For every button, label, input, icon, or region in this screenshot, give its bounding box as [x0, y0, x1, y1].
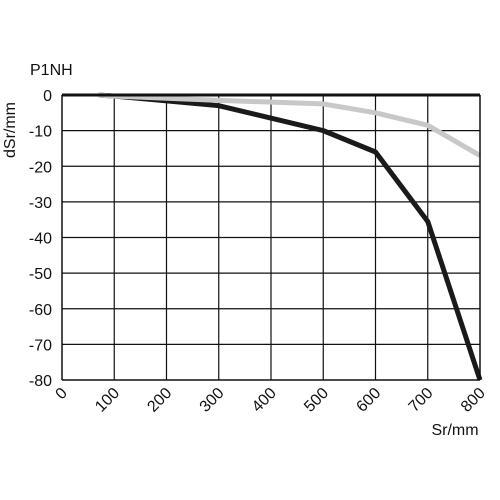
x-tick-label: 700: [406, 385, 437, 416]
y-tick-label: -20: [29, 159, 52, 176]
y-axis-label: dSr/mm: [2, 102, 19, 158]
chart-title: P1NH: [30, 62, 73, 79]
x-tick-label: 400: [249, 385, 280, 416]
y-tick-label: -60: [29, 302, 52, 319]
series-line-2: [98, 92, 482, 158]
x-tick-label: 500: [301, 385, 332, 416]
y-tick-label: -40: [29, 231, 52, 248]
x-tick-label: 200: [144, 385, 175, 416]
y-tick-label: 0: [43, 88, 52, 105]
x-tick-label: 600: [353, 385, 384, 416]
x-axis-label: Sr/mm: [431, 422, 478, 439]
grid: [62, 95, 480, 380]
x-tick-label: 800: [458, 385, 489, 416]
y-tick-label: -10: [29, 124, 52, 141]
x-tick-label: 0: [53, 385, 71, 403]
y-tick-label: -70: [29, 337, 52, 354]
y-tick-label: -50: [29, 266, 52, 283]
frame-layer: [61, 93, 481, 381]
x-tick-label: 300: [197, 385, 228, 416]
y-tick-label: -80: [29, 373, 52, 390]
x-tick-labels: 0 100 200 300 400 500 600 700 800: [53, 385, 489, 416]
y-tick-labels: 0 -10 -20 -30 -40 -50 -60 -70 -80: [29, 88, 52, 390]
x-tick-label: 100: [92, 385, 123, 416]
y-tick-label: -30: [29, 195, 52, 212]
